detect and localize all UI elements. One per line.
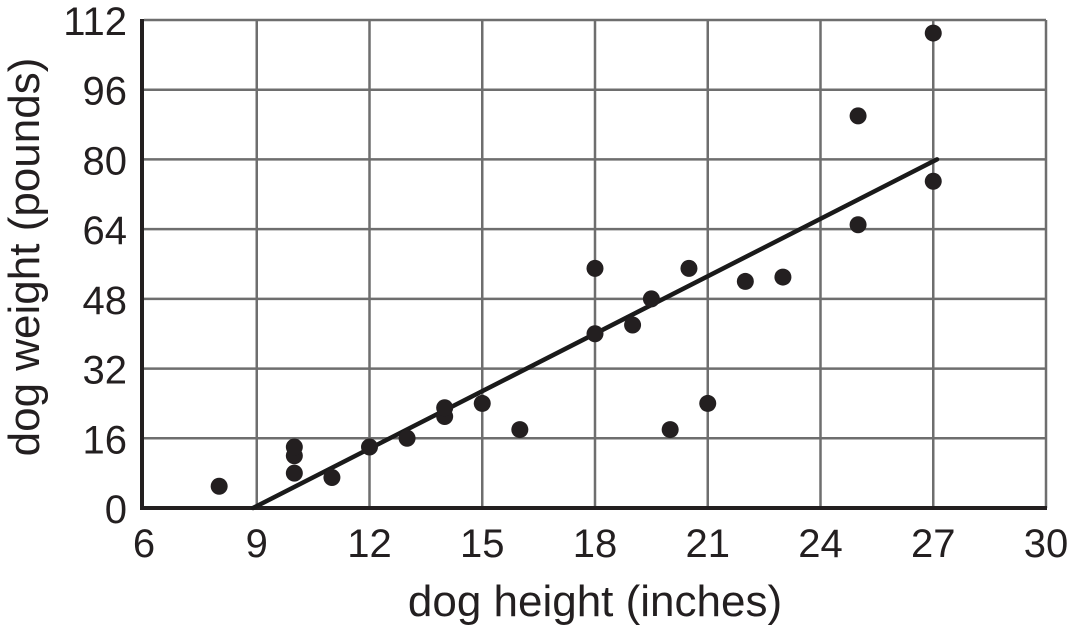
data-point (586, 325, 604, 343)
data-point (699, 394, 717, 412)
data-point (473, 394, 491, 412)
data-point (642, 290, 660, 308)
data-point (285, 464, 303, 482)
x-tick-label: 24 (798, 522, 843, 566)
x-tick-label: 12 (347, 522, 392, 566)
data-point (398, 429, 416, 447)
data-point (586, 259, 604, 277)
data-point (849, 107, 867, 125)
data-point (924, 172, 942, 190)
y-tick-label: 112 (63, 0, 127, 44)
data-point (624, 316, 642, 334)
y-tick-label: 16 (83, 418, 128, 462)
data-point (361, 438, 378, 456)
data-point (924, 24, 942, 42)
y-tick-label: 64 (83, 209, 128, 253)
data-point (285, 438, 303, 456)
x-tick-label: 6 (133, 522, 155, 566)
x-tick-label: 18 (573, 522, 618, 566)
data-point (736, 272, 754, 290)
data-point (210, 477, 228, 495)
data-point (661, 421, 679, 439)
y-tick-label: 48 (83, 279, 128, 323)
data-point (849, 216, 867, 234)
x-tick-label: 15 (460, 522, 505, 566)
x-axis-title: dog height (inches) (407, 577, 783, 626)
y-tick-label: 0 (105, 488, 127, 532)
x-tick-label: 30 (1024, 522, 1069, 566)
data-point (774, 268, 792, 286)
data-point (436, 399, 454, 417)
data-point (511, 421, 529, 439)
x-tick-label: 9 (246, 522, 268, 566)
x-tick-label: 27 (911, 522, 956, 566)
y-tick-label: 32 (83, 349, 128, 393)
y-tick-label: 96 (83, 70, 128, 114)
data-point (680, 259, 698, 277)
x-tick-label: 21 (686, 522, 731, 566)
data-point (323, 469, 341, 486)
y-axis-title: dog weight (pounds) (0, 57, 49, 457)
y-tick-label: 80 (83, 139, 128, 183)
